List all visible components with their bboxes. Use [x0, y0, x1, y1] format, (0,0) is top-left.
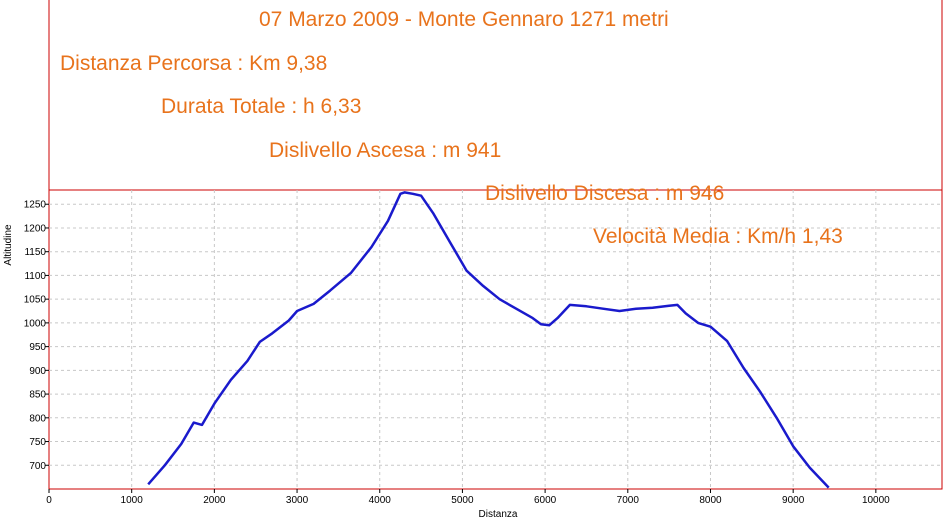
- stat-distance: Distanza Percorsa : Km 9,38: [60, 52, 328, 75]
- y-tick-label: 1100: [24, 271, 46, 282]
- y-tick-label: 1250: [24, 200, 47, 211]
- x-tick-label: 4000: [369, 495, 392, 506]
- axis-ticks: 700 750 800 850 900 950 1000 1050 1100 1150 1200 12…: [24, 200, 890, 506]
- y-axis-label: Altitudine: [3, 224, 14, 266]
- grid-lines: [49, 190, 942, 489]
- x-tick-label: 7000: [617, 495, 640, 506]
- y-tick-label: 1200: [24, 223, 47, 234]
- x-tick-label: 10000: [862, 495, 890, 506]
- y-tick-label: 1000: [24, 318, 47, 329]
- stat-speed: Velocità Media : Km/h 1,43: [593, 225, 843, 248]
- chart-title: 07 Marzo 2009 - Monte Gennaro 1271 metri: [259, 8, 669, 31]
- x-tick-label: 5000: [451, 495, 474, 506]
- y-tick-label: 700: [29, 461, 46, 472]
- x-tick-label: 3000: [286, 495, 309, 506]
- x-tick-label: 8000: [699, 495, 722, 506]
- y-tick-label: 750: [29, 437, 46, 448]
- y-tick-label: 900: [29, 366, 46, 377]
- stat-duration: Durata Totale : h 6,33: [161, 95, 362, 118]
- x-tick-label: 1000: [121, 495, 144, 506]
- y-tick-label: 950: [29, 342, 46, 353]
- x-axis-label: Distanza: [479, 509, 518, 520]
- stat-ascent: Dislivello Ascesa : m 941: [269, 139, 502, 162]
- y-tick-label: 850: [29, 390, 46, 401]
- x-tick-label: 2000: [203, 495, 226, 506]
- elevation-series-line: [147, 191, 830, 489]
- y-tick-label: 1150: [24, 247, 46, 258]
- x-tick-label: 0: [46, 495, 52, 506]
- stat-descent: Dislivello Discesa : m 946: [485, 182, 725, 205]
- y-tick-label: 800: [29, 413, 46, 424]
- x-tick-label: 9000: [782, 495, 805, 506]
- plot-frame: [48, 189, 943, 490]
- x-tick-label: 6000: [534, 495, 557, 506]
- y-tick-label: 1050: [24, 295, 47, 306]
